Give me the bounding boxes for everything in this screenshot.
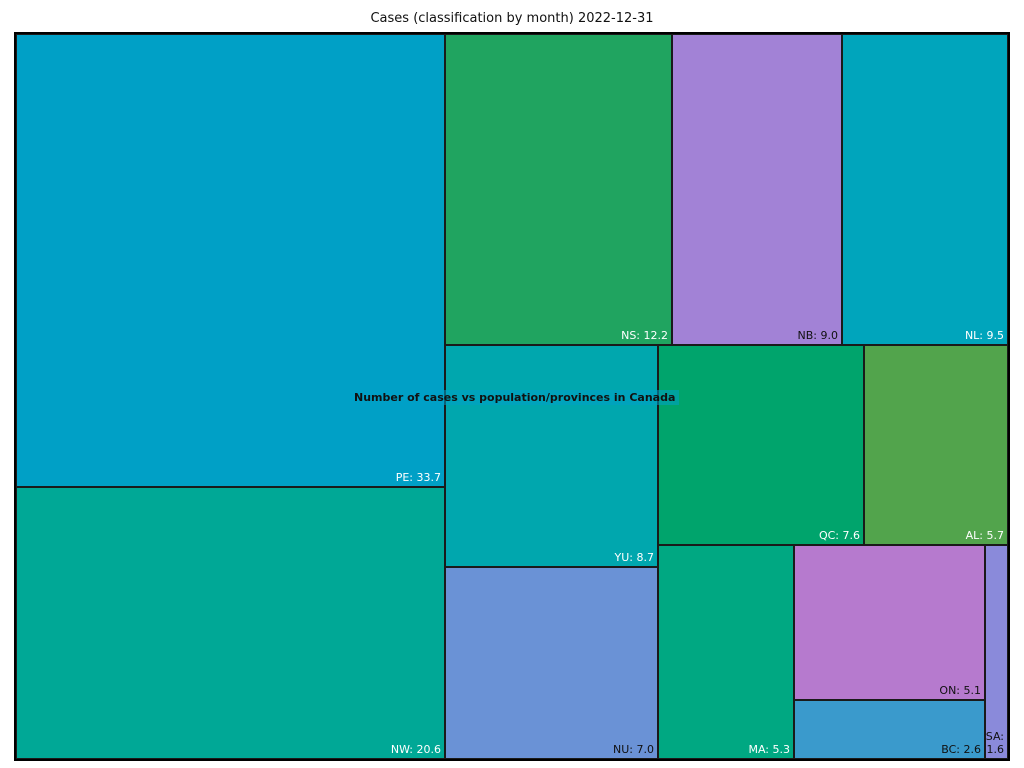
treemap-frame: PE: 33.7 NW: 20.6 NS: 12.2 NB: 9.0 NL: 9.5 YU… (14, 32, 1010, 761)
treemap-tile-label: SA: 1.6 (985, 730, 1004, 756)
treemap-tile-qc: QC: 7.6 (658, 345, 864, 545)
chart-title: Cases (classification by month) 2022-12-… (370, 11, 654, 26)
treemap-tile-ns: NS: 12.2 (445, 34, 672, 345)
treemap-tile-label: NW: 20.6 (390, 743, 441, 756)
treemap-tile-label: NU: 7.0 (613, 743, 654, 756)
chart-annotation: Number of cases vs population/provinces … (350, 390, 680, 405)
treemap-tile-label: ON: 5.1 (939, 684, 981, 697)
treemap-tile-nu: NU: 7.0 (445, 567, 658, 759)
treemap-tile-label: MA: 5.3 (748, 743, 790, 756)
treemap-tile-label: AL: 5.7 (965, 529, 1004, 542)
treemap-tile-nl: NL: 9.5 (842, 34, 1008, 345)
treemap-tile-label: NL: 9.5 (964, 329, 1004, 342)
treemap-tile-label: BC: 2.6 (941, 743, 981, 756)
treemap-tile-on: ON: 5.1 (794, 545, 985, 700)
treemap-tile-label: PE: 33.7 (395, 471, 441, 484)
treemap-tile-label: NS: 12.2 (621, 329, 668, 342)
treemap-tile-ma: MA: 5.3 (658, 545, 794, 759)
treemap-tile-pe: PE: 33.7 (16, 34, 445, 487)
treemap-tile-label: QC: 7.6 (818, 529, 860, 542)
treemap-tile-yu: YU: 8.7 (445, 345, 658, 567)
treemap-tile-label: YU: 8.7 (614, 551, 654, 564)
treemap-tile-nb: NB: 9.0 (672, 34, 842, 345)
treemap-tile-al: AL: 5.7 (864, 345, 1008, 545)
treemap-tile-nw: NW: 20.6 (16, 487, 445, 759)
treemap-tile-label: NB: 9.0 (797, 329, 838, 342)
treemap-tile-sa: SA: 1.6 (985, 545, 1008, 759)
treemap-area: PE: 33.7 NW: 20.6 NS: 12.2 NB: 9.0 NL: 9.5 YU… (16, 34, 1008, 759)
treemap-tile-bc: BC: 2.6 (794, 700, 985, 759)
